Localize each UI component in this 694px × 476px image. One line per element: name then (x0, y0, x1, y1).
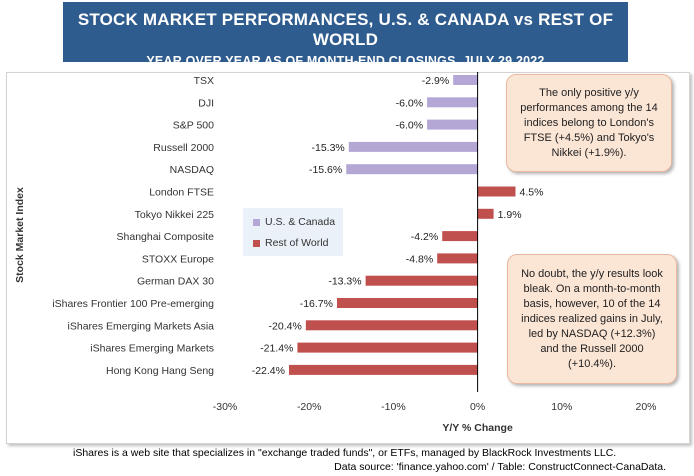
bar-8 (437, 253, 478, 264)
category-label-13: Hong Kong Hang Seng (106, 365, 214, 377)
category-label-3: Russell 2000 (153, 142, 214, 154)
footer-note: iShares is a web site that specializes i… (73, 447, 617, 459)
bar-11 (305, 320, 478, 331)
bar-4 (346, 164, 478, 175)
x-tick-label-0: -30% (213, 401, 238, 413)
category-label-5: London FTSE (149, 187, 214, 199)
data-label-5: 4.5% (519, 187, 543, 199)
x-tick-label-2: -10% (381, 401, 406, 413)
category-label-6: Tokyo Nikkei 225 (135, 209, 215, 221)
chart-header: STOCK MARKET PERFORMANCES, U.S. & CANADA… (63, 2, 628, 68)
category-label-10: iShares Frontier 100 Pre-emerging (52, 298, 214, 310)
legend-swatch-us-canada (253, 218, 260, 226)
legend-label-rest: Rest of World (265, 237, 329, 249)
bar-9 (365, 275, 478, 286)
category-label-0: TSX (194, 75, 214, 87)
bar-3 (348, 141, 478, 152)
data-label-7: -4.2% (411, 231, 438, 243)
data-label-1: -6.0% (396, 97, 423, 109)
y-axis-title: Stock Market Index (14, 187, 26, 283)
callout-positive-text: The only positive y/y performances among… (520, 86, 658, 159)
data-label-0: -2.9% (422, 75, 449, 87)
data-label-10: -16.7% (300, 298, 333, 310)
bar-5 (477, 186, 516, 197)
category-label-9: German DAX 30 (137, 276, 214, 288)
x-tick-label-5: 20% (635, 401, 656, 413)
callout-monthly-gains: No doubt, the y/y results look bleak. On… (507, 254, 677, 384)
category-label-12: iShares Emerging Markets (90, 343, 214, 355)
data-label-13: -22.4% (252, 365, 285, 377)
data-label-2: -6.0% (396, 120, 423, 132)
callout-monthly-text: No doubt, the y/y results look bleak. On… (521, 267, 663, 370)
x-tick-label-1: -20% (297, 401, 322, 413)
legend-item-rest: Rest of World (253, 237, 328, 249)
chart-title: STOCK MARKET PERFORMANCES, U.S. & CANADA… (77, 10, 614, 49)
x-axis-title: Y/Y % Change (442, 422, 513, 434)
data-label-8: -4.8% (406, 253, 433, 265)
category-label-11: iShares Emerging Markets Asia (68, 320, 215, 332)
data-label-6: 1.9% (498, 209, 522, 221)
legend-swatch-rest (253, 239, 260, 247)
chart-legend: U.S. & Canada Rest of World (243, 208, 343, 256)
bar-0 (453, 75, 478, 85)
x-tick-label-3: 0% (470, 401, 485, 413)
bar-10 (336, 298, 478, 308)
category-label-2: S&P 500 (173, 120, 214, 132)
x-tick-label-4: 10% (551, 401, 572, 413)
data-label-3: -15.3% (311, 142, 344, 154)
bar-7 (442, 231, 478, 242)
bar-13 (288, 364, 478, 375)
legend-label-us-canada: U.S. & Canada (265, 216, 336, 228)
data-label-4: -15.6% (309, 164, 342, 176)
category-label-7: Shanghai Composite (117, 231, 215, 243)
data-label-9: -13.3% (328, 276, 361, 288)
bar-2 (427, 119, 478, 130)
category-label-8: STOXX Europe (142, 253, 214, 265)
callout-positive-performers: The only positive y/y performances among… (506, 74, 672, 172)
category-label-1: DJI (198, 97, 214, 109)
data-label-12: -21.4% (260, 343, 293, 355)
bar-6 (477, 208, 494, 219)
footer-source: Data source: 'finance.yahoo.com' / Table… (334, 461, 666, 473)
data-label-11: -20.4% (269, 320, 302, 332)
legend-item-us-canada: U.S. & Canada (253, 216, 335, 228)
bar-12 (297, 342, 478, 353)
bar-1 (427, 97, 478, 108)
chart-subtitle: YEAR OVER YEAR AS OF MONTH-END CLOSINGS,… (146, 54, 545, 68)
category-label-4: NASDAQ (170, 164, 214, 176)
